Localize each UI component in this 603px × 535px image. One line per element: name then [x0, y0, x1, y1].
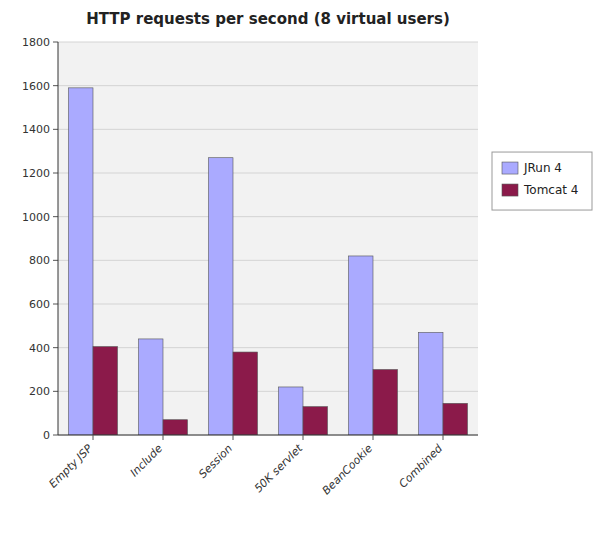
- bar: [233, 352, 258, 435]
- legend-label: JRun 4: [523, 161, 562, 175]
- bar: [93, 347, 118, 435]
- tick-label: 800: [29, 254, 50, 267]
- grid-line: [58, 42, 478, 43]
- bars: [69, 88, 468, 435]
- tick-mark: [163, 435, 164, 440]
- category-label: Include: [128, 442, 166, 480]
- tick-label: 1200: [22, 167, 50, 180]
- tick-mark: [303, 435, 304, 440]
- grid-line: [58, 435, 478, 436]
- category-label: Combined: [396, 441, 445, 490]
- tick-mark: [53, 347, 58, 348]
- y-axis: [58, 42, 59, 435]
- tick-label: 200: [29, 385, 50, 398]
- category-label: 50K servlet: [252, 441, 306, 495]
- tick-label: 1800: [22, 36, 50, 49]
- bar: [443, 403, 468, 435]
- bar: [209, 158, 234, 435]
- tick-mark: [53, 391, 58, 392]
- tick-mark: [93, 435, 94, 440]
- grid-line: [58, 391, 478, 392]
- grid-line: [58, 304, 478, 305]
- tick-mark: [373, 435, 374, 440]
- bar: [349, 256, 374, 435]
- tick-label: 400: [29, 342, 50, 355]
- tick-label: 600: [29, 298, 50, 311]
- tick-mark: [53, 85, 58, 86]
- grid-line: [58, 129, 478, 130]
- tick-mark: [53, 435, 58, 436]
- tick-label: 1000: [22, 211, 50, 224]
- legend-frame: [492, 152, 592, 210]
- grid-line: [58, 260, 478, 261]
- tick-mark: [443, 435, 444, 440]
- legend-label: Tomcat 4: [523, 183, 578, 197]
- legend-swatch: [502, 162, 518, 174]
- grid-line: [58, 173, 478, 174]
- tick-mark: [53, 304, 58, 305]
- tick-label: 0: [43, 429, 50, 442]
- grid-line: [58, 216, 478, 217]
- legend-swatch: [502, 184, 518, 196]
- category-label: Empty JSP: [46, 442, 95, 491]
- category-label: Session: [196, 442, 235, 481]
- tick-label: 1600: [22, 80, 50, 93]
- x-axis: [58, 435, 478, 436]
- tick-mark: [53, 129, 58, 130]
- tick-mark: [53, 260, 58, 261]
- grid-line: [58, 347, 478, 348]
- bar: [303, 407, 328, 435]
- bar: [163, 420, 188, 435]
- chart: HTTP requests per second (8 virtual user…: [0, 0, 603, 535]
- plot-background: [58, 42, 478, 435]
- tick-mark: [53, 216, 58, 217]
- tick-mark: [53, 173, 58, 174]
- tick-label: 1400: [22, 123, 50, 136]
- bar: [69, 88, 94, 435]
- bar: [279, 387, 304, 435]
- grid-line: [58, 85, 478, 86]
- bar: [139, 339, 164, 435]
- tick-mark: [53, 42, 58, 43]
- title: HTTP requests per second (8 virtual user…: [86, 10, 450, 28]
- legend: JRun 4 Tomcat 4: [492, 152, 592, 210]
- tick-mark: [233, 435, 234, 440]
- bar: [373, 370, 398, 436]
- category-label: BeanCookie: [320, 442, 376, 498]
- bar: [419, 332, 444, 435]
